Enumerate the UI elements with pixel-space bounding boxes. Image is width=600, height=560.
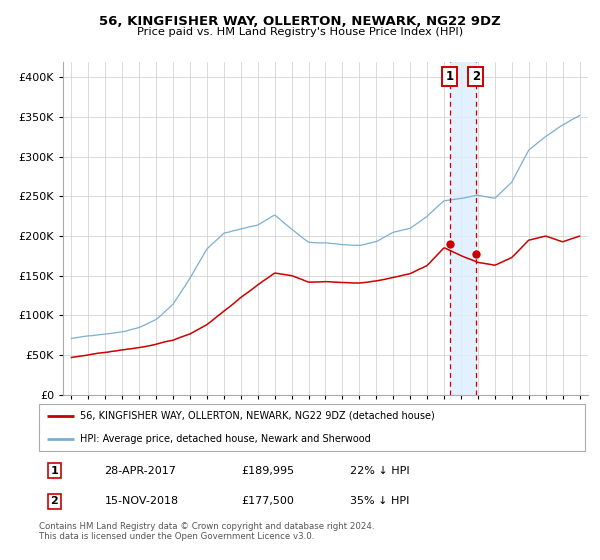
Text: 2: 2 xyxy=(50,496,58,506)
Text: Price paid vs. HM Land Registry's House Price Index (HPI): Price paid vs. HM Land Registry's House … xyxy=(137,27,463,37)
Text: 1: 1 xyxy=(446,70,454,83)
Text: HPI: Average price, detached house, Newark and Sherwood: HPI: Average price, detached house, Newa… xyxy=(80,434,371,444)
Text: 56, KINGFISHER WAY, OLLERTON, NEWARK, NG22 9DZ: 56, KINGFISHER WAY, OLLERTON, NEWARK, NG… xyxy=(99,15,501,27)
Text: £189,995: £189,995 xyxy=(241,466,294,476)
Text: 2: 2 xyxy=(472,70,480,83)
Text: 35% ↓ HPI: 35% ↓ HPI xyxy=(350,496,410,506)
Text: £177,500: £177,500 xyxy=(241,496,294,506)
Text: 1: 1 xyxy=(50,466,58,476)
Bar xyxy=(449,62,476,395)
FancyBboxPatch shape xyxy=(39,404,585,451)
Text: Contains HM Land Registry data © Crown copyright and database right 2024.
This d: Contains HM Land Registry data © Crown c… xyxy=(39,522,374,542)
Text: 56, KINGFISHER WAY, OLLERTON, NEWARK, NG22 9DZ (detached house): 56, KINGFISHER WAY, OLLERTON, NEWARK, NG… xyxy=(80,411,434,421)
Text: 22% ↓ HPI: 22% ↓ HPI xyxy=(350,466,410,476)
Text: 15-NOV-2018: 15-NOV-2018 xyxy=(104,496,179,506)
Text: 28-APR-2017: 28-APR-2017 xyxy=(104,466,176,476)
